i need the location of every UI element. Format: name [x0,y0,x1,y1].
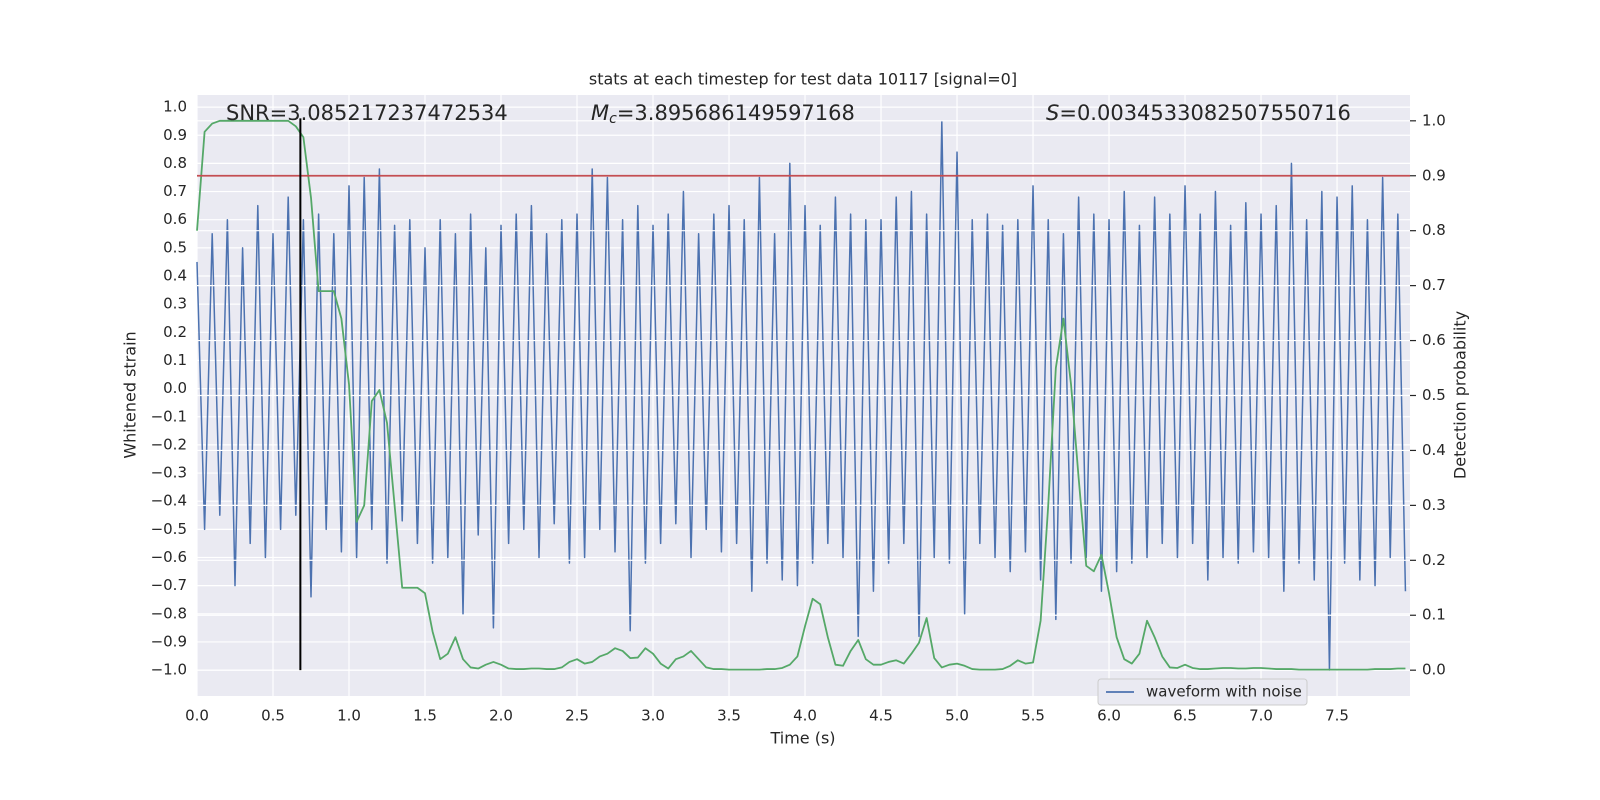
y-tick-label: 0.9 [163,126,187,144]
y2-tick-label: 0.2 [1422,551,1446,569]
x-tick-label: 6.5 [1173,707,1197,725]
y-tick-label: −0.1 [151,407,187,425]
y2-axis-label: Detection probability [1451,311,1470,479]
x-tick-label: 0.0 [185,707,209,725]
x-tick-label: 1.5 [413,707,437,725]
x-tick-label: 2.5 [565,707,589,725]
annotation: SNR=3.085217237472534 [226,101,508,125]
y2-tick-label: 0.6 [1422,331,1446,349]
x-tick-label: 4.0 [793,707,817,725]
y-tick-label: 0.0 [163,379,187,397]
x-tick-label: 5.5 [1021,707,1045,725]
y-tick-label: −0.8 [151,604,187,622]
y2-tick-label: 0.4 [1422,441,1446,459]
y2-tick-label: 0.5 [1422,386,1446,404]
y2-tick-label: 0.9 [1422,166,1446,184]
x-tick-label: 3.5 [717,707,741,725]
annotation: Mc=3.895686149597168 [591,101,855,127]
y2-tick-label: 0.1 [1422,606,1446,624]
x-tick-label: 3.0 [641,707,665,725]
chart-title: stats at each timestep for test data 101… [589,70,1017,89]
legend-box [1097,678,1308,706]
y2-tick-label: 0.0 [1422,661,1446,679]
y-tick-label: −1.0 [151,661,187,679]
y-tick-label: 0.2 [163,323,187,341]
y-tick-label: 0.7 [163,182,187,200]
y-tick-label: 0.5 [163,238,187,256]
x-tick-label: 5.0 [945,707,969,725]
x-axis-label: Time (s) [769,729,835,748]
y-axis-label: Whitened strain [121,331,140,458]
y2-tick-label: 0.7 [1422,276,1446,294]
y-tick-label: 0.4 [163,267,187,285]
x-tick-label: 2.0 [489,707,513,725]
annotation: S=0.0034533082507550716 [1046,101,1351,125]
y-tick-label: −0.5 [151,520,187,538]
y-tick-label: −0.4 [151,492,187,510]
y-tick-label: −0.2 [151,435,187,453]
x-tick-label: 4.5 [869,707,893,725]
y-tick-label: −0.9 [151,632,187,650]
y2-tick-label: 0.3 [1422,496,1446,514]
x-tick-label: 7.5 [1325,707,1349,725]
y-tick-label: 0.6 [163,210,187,228]
probability-line [196,119,1406,671]
y-tick-label: 0.3 [163,295,187,313]
y-tick-label: −0.6 [151,548,187,566]
y-tick-label: −0.3 [151,464,187,482]
x-tick-label: 1.0 [337,707,361,725]
y2-tick-label: 0.8 [1422,221,1446,239]
y-tick-label: 0.8 [163,154,187,172]
x-tick-label: 0.5 [261,707,285,725]
y2-tick-label: 1.0 [1422,111,1446,129]
y-tick-label: 1.0 [163,98,187,116]
legend: waveform with noise [1097,678,1308,706]
x-tick-label: 7.0 [1249,707,1273,725]
legend-label: waveform with noise [1146,683,1302,701]
y-tick-label: 0.1 [163,351,187,369]
y-tick-label: −0.7 [151,576,187,594]
x-tick-label: 6.0 [1097,707,1121,725]
